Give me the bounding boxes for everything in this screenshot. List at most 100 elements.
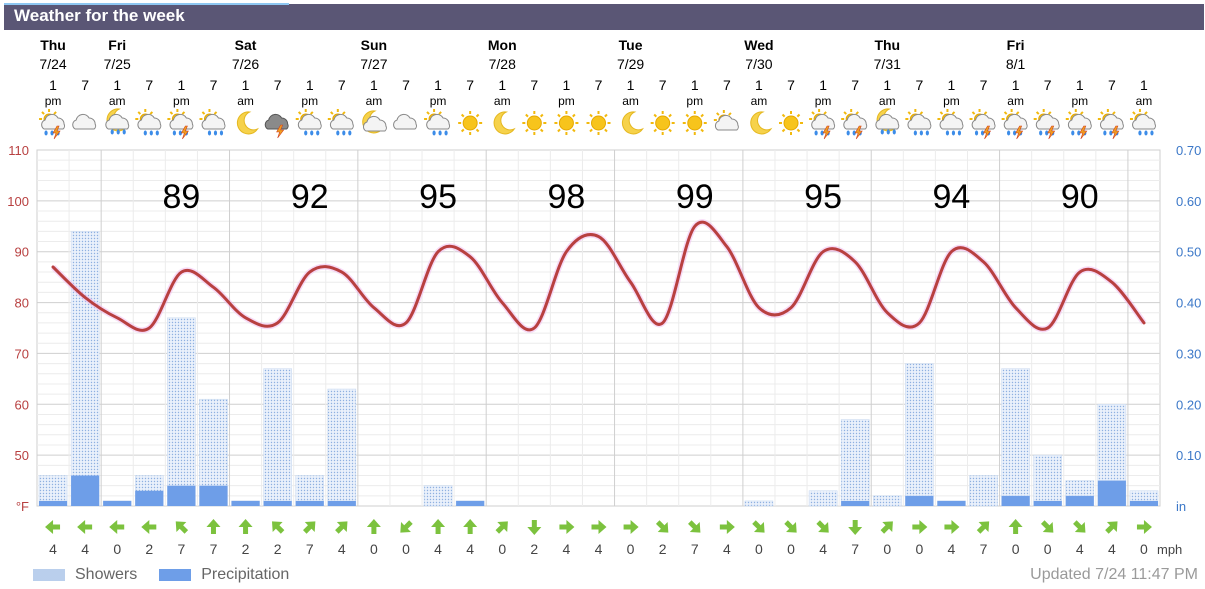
precipitation-bar [71,475,100,506]
sun-ray [919,111,924,115]
cloudy-icon [72,113,97,130]
wind-arrow-icon [559,520,575,534]
rain-drop [913,130,917,136]
rain-drop [178,130,182,136]
wind-speed-label: 4 [466,541,474,557]
time-label-hour: 7 [210,77,218,93]
left-axis-tick: 80 [15,296,29,311]
right-axis-tick: 0.30 [1176,346,1201,361]
wind-speed-label: 2 [145,541,153,557]
sun-icon [779,111,804,135]
wind-arrow-shape [880,521,893,534]
wind-speed-label: 7 [691,541,699,557]
shower-bar [872,495,902,507]
lightning-bolt [1111,125,1120,140]
time-label-hour: 1 [1076,77,1084,93]
wind-arrow-shape [1073,520,1086,533]
time-label-hour: 7 [145,77,153,93]
day-date: 8/1 [1006,56,1026,72]
sun-ray [557,113,561,118]
wind-arrow-shape [1105,521,1118,534]
precipitation-bar [1097,480,1126,506]
time-label-hour: 1 [627,77,635,93]
precipitation-bar [1033,500,1062,506]
time-label-ampm: pm [301,94,318,108]
moon-shape [621,111,644,135]
wind-arrow-shape [1040,520,1054,533]
wind-speed-label: 0 [402,541,410,557]
sun-ray [716,112,720,116]
wind-arrow-icon [495,521,508,534]
temperature-line [50,219,1147,334]
sun-ray [685,113,690,118]
wind-speed-label: 7 [177,541,185,557]
precipitation-bar [905,495,934,506]
sun-ray [572,113,576,118]
right-axis-tick: 0.60 [1176,194,1201,209]
rain-drop [1077,130,1081,136]
rain-drop [438,130,442,136]
sun-ray [201,111,206,115]
wind-arrow-icon [527,520,542,535]
wind-arrow-shape [303,521,316,534]
shower-bar [1001,368,1030,507]
sun-ray [668,113,672,118]
wind-arrow-icon [431,519,446,534]
sun-ray [823,111,827,115]
time-label-hour: 1 [948,77,956,93]
wind-arrow-icon [880,521,893,534]
thunder-rain-icon [1097,109,1124,140]
night-cloudy-icon [362,110,387,134]
wind-arrow-icon [303,521,316,534]
daily-high-label: 95 [419,178,457,216]
rain-drop [143,130,147,136]
sun-ray [169,111,174,115]
wind-arrow-icon [141,520,157,534]
wind-speed-label: 0 [498,541,506,557]
sun-ray [796,113,801,118]
sun-ray [297,111,302,115]
time-label-ampm: pm [943,94,960,108]
right-axis-tick: 0.50 [1176,245,1201,260]
wind-arrow-shape [335,521,348,534]
time-label-ampm: pm [430,94,447,108]
wind-arrow-icon [206,519,221,534]
day-date: 7/25 [104,56,131,72]
day-date: 7/24 [39,56,66,72]
cloud-shape [971,113,996,130]
sun-ray [557,128,561,133]
shower-bar [969,475,998,507]
time-label-hour: 7 [723,77,731,93]
day-name: Sun [361,37,387,53]
wind-arrow-icon [238,519,253,534]
wind-arrow-shape [944,520,960,534]
rain-drop [444,130,448,136]
sun-ray [604,128,608,133]
cloud-shape [875,113,900,130]
sun-ray [855,111,859,115]
time-label-hour: 1 [498,77,506,93]
precipitation-bar [327,500,356,506]
sun-icon [586,111,611,135]
time-label-hour: 1 [370,77,378,93]
page-title: Weather for the week [14,6,185,25]
rain-drop [219,130,224,136]
thunder-rain-icon [1065,109,1092,140]
rain-drop [925,130,929,136]
precipitation-bar [295,500,324,506]
shower-bar [905,363,934,507]
day-date: 7/26 [232,56,259,72]
sun-ray [53,111,57,115]
wind-arrow-icon [976,521,990,534]
left-axis-tick: 60 [15,397,29,412]
day-name: Thu [40,37,66,53]
time-label-ampm: pm [558,94,575,108]
precipitation-bar [1065,495,1094,506]
sun-ray [1003,111,1008,115]
moon-shape [236,111,259,135]
rain-drop [310,130,314,136]
rain-drop [1039,130,1043,136]
thunderstorm-icon [264,113,289,139]
wind-arrow-icon [45,520,61,534]
time-label-hour: 1 [1140,77,1148,93]
